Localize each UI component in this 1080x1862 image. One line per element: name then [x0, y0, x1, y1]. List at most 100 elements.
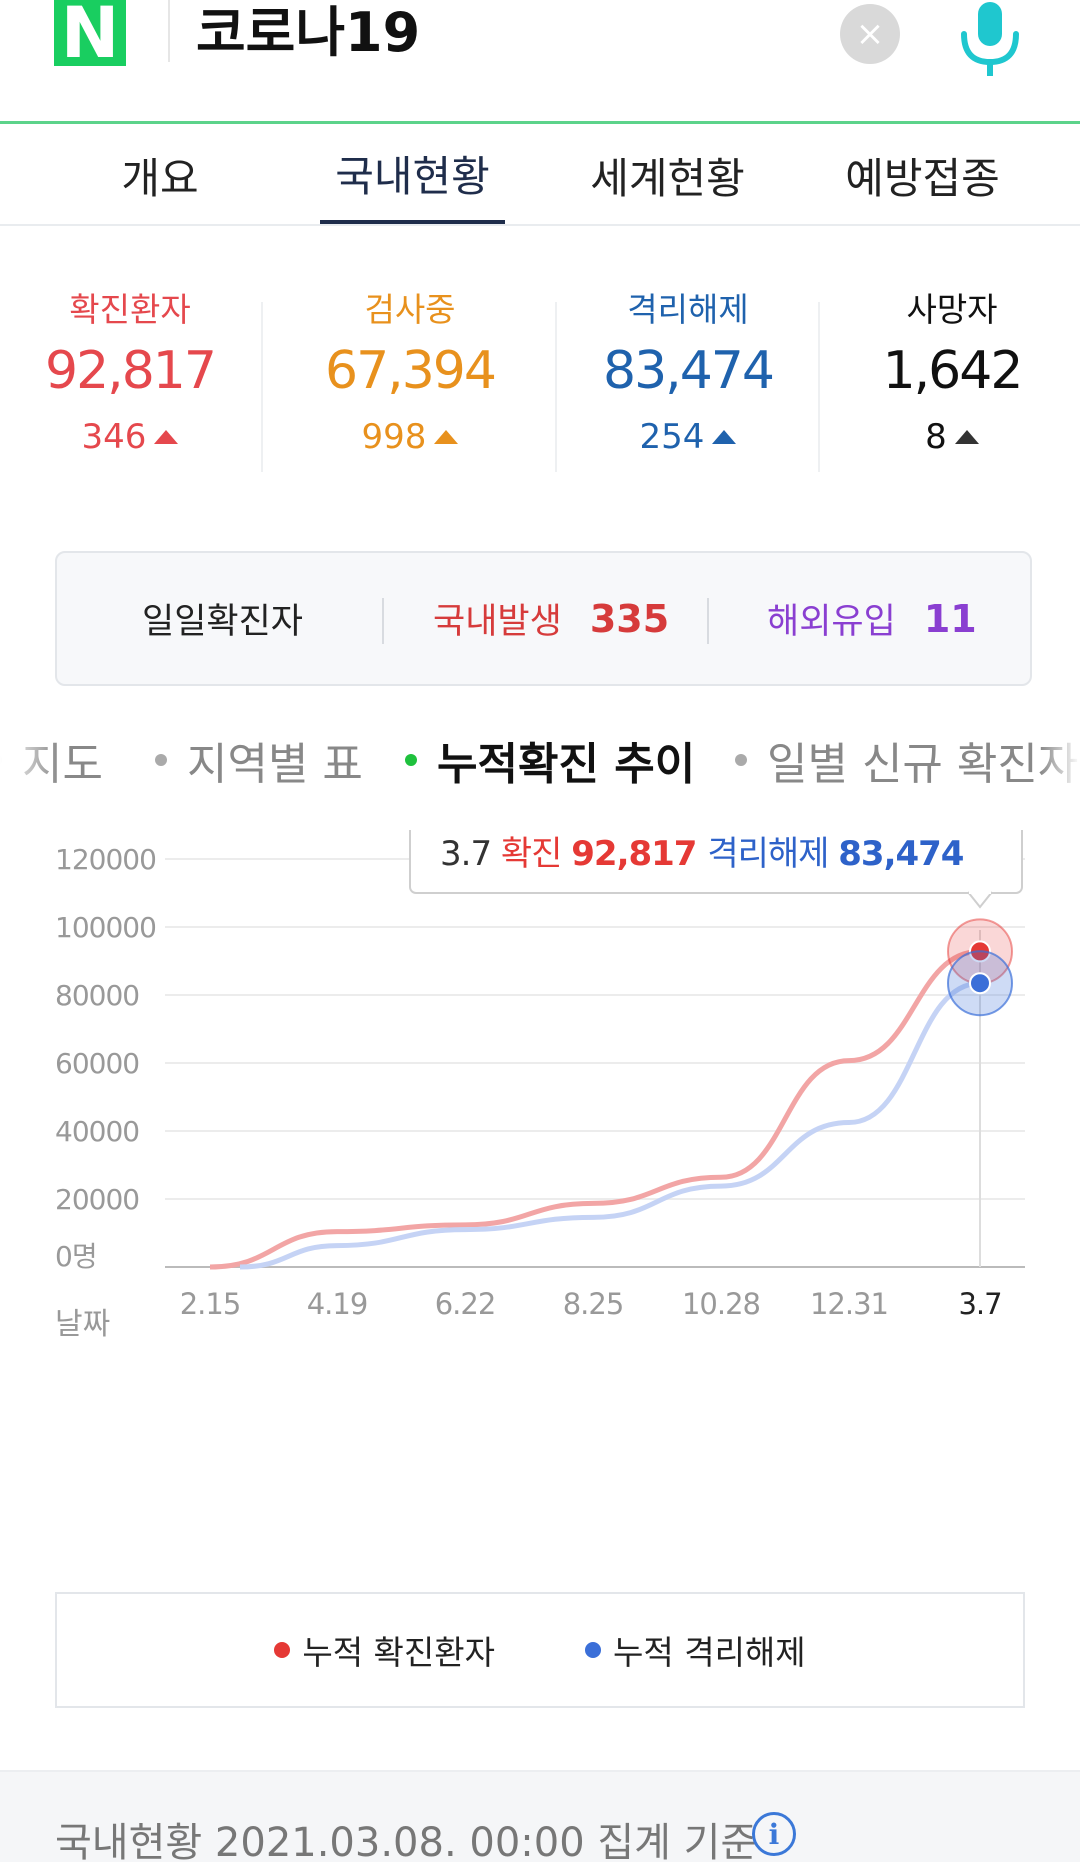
stat-value: 83,474 — [603, 341, 775, 401]
legend-confirmed[interactable]: 누적 확진환자 — [274, 1626, 495, 1674]
tooltip-confirmed-label: 확진 — [501, 834, 571, 874]
delta-value: 8 — [925, 417, 947, 457]
y-tick-label: 0명 — [55, 1240, 97, 1273]
y-tick-label: 40000 — [55, 1115, 139, 1148]
stat-label: 격리해제 — [627, 290, 749, 329]
y-tick-label: 100000 — [55, 911, 156, 944]
daily-domestic: 국내발생 335 — [433, 553, 669, 684]
main-tabs: 개요 국내현황 세계현황 예방접종 — [0, 127, 1080, 226]
stat-value: 1,642 — [882, 341, 1024, 401]
daily-overseas: 해외유입 11 — [767, 553, 977, 684]
tab-label: 국내현황 — [335, 152, 490, 201]
stat-value: 92,817 — [45, 341, 217, 401]
tooltip-box — [409, 830, 1023, 894]
y-tick-label: 80000 — [55, 979, 139, 1012]
tooltip-text: 3.7 확진 92,817 격리해제 83,474 — [440, 834, 964, 874]
naver-logo[interactable]: N — [54, 0, 126, 74]
up-arrow-icon — [154, 430, 179, 444]
domestic-label: 국내발생 — [433, 602, 562, 642]
footer: 국내현황 2021.03.08. 00:00 집계 기준 i — [0, 1770, 1080, 1862]
confirmed-series-line — [209, 948, 981, 1270]
y-tick-label: 20000 — [55, 1183, 139, 1216]
x-tick-label: 3.7 — [958, 1287, 1001, 1321]
chart-legend: 누적 확진환자 누적 격리해제 — [55, 1592, 1025, 1708]
stat-delta: 346 — [82, 412, 179, 462]
tab-world[interactable]: 세계현황 — [575, 127, 760, 224]
stats-summary: 확진환자 92,817 346 검사중 67,394 998 격리해제 83,4… — [0, 290, 1080, 480]
released-series-line — [239, 980, 981, 1270]
tooltip-pointer-mask — [969, 890, 991, 894]
daily-divider — [707, 598, 709, 644]
logo-letter: N — [60, 0, 120, 74]
stat-value: 67,394 — [325, 341, 497, 401]
released-point — [969, 972, 991, 995]
tooltip-date: 3.7 — [440, 834, 501, 874]
red-dot-icon — [274, 1642, 291, 1658]
chart-tabs: 지도 지역별 표 누적확진 추이 일별 신규 확진자 — [0, 730, 1080, 800]
x-tick-label: 4.19 — [307, 1287, 368, 1321]
stat-released: 격리해제 83,474 254 — [598, 290, 778, 462]
tooltip-pointer — [967, 891, 993, 909]
x-tick-label: 2.15 — [180, 1287, 241, 1321]
stat-confirmed: 확진환자 92,817 346 — [40, 290, 220, 462]
tab-label: 세계현황 — [590, 154, 745, 203]
tab-vaccination[interactable]: 예방접종 — [830, 127, 1015, 224]
search-divider — [168, 0, 170, 62]
x-tick-label: 6.22 — [435, 1287, 496, 1321]
search-header: N 코로나19 × — [0, 0, 1080, 124]
blue-dot-icon — [585, 1642, 601, 1658]
stat-label: 사망자 — [906, 290, 998, 329]
y-tick-label: 60000 — [55, 1047, 139, 1080]
clear-button[interactable]: × — [840, 4, 900, 64]
up-arrow-icon — [954, 430, 979, 444]
tooltip-confirmed-value: 92,817 — [571, 834, 707, 874]
bullet-icon — [155, 754, 167, 766]
scroll-fade — [0, 730, 60, 800]
daily-divider — [382, 598, 384, 644]
stat-delta: 254 — [640, 412, 737, 462]
y-tick-label: 120000 — [55, 843, 156, 876]
x-tick-label: 10.28 — [682, 1287, 760, 1321]
tab-overview[interactable]: 개요 — [100, 127, 220, 224]
x-axis-label: 날짜 — [55, 1307, 110, 1342]
bullet-icon — [735, 754, 747, 766]
daily-confirmed-box: 일일확진자 국내발생 335 해외유입 11 — [55, 551, 1032, 686]
stat-divider — [818, 302, 820, 472]
x-tick-label: 12.31 — [810, 1287, 888, 1321]
stat-divider — [261, 302, 263, 472]
chart-tab-region-table[interactable]: 지역별 표 — [155, 730, 363, 790]
chart-tab-label: 지역별 표 — [187, 739, 363, 790]
up-arrow-icon — [434, 430, 459, 444]
legend-label: 누적 격리해제 — [613, 1633, 806, 1672]
delta-value: 998 — [361, 417, 427, 457]
aggregation-note: 국내현황 2021.03.08. 00:00 집계 기준 — [55, 1820, 758, 1862]
chart-tab-cumulative[interactable]: 누적확진 추이 — [405, 730, 695, 790]
chart-tab-label: 누적확진 추이 — [437, 739, 696, 790]
stat-delta: 998 — [362, 412, 459, 462]
delta-value: 346 — [81, 417, 147, 457]
up-arrow-icon — [712, 430, 737, 444]
legend-released[interactable]: 누적 격리해제 — [585, 1626, 806, 1674]
search-input[interactable]: 코로나19 — [196, 1, 421, 64]
tab-label: 개요 — [121, 154, 199, 203]
stat-divider — [555, 302, 557, 472]
close-icon: × — [855, 14, 885, 54]
stat-label: 확진환자 — [69, 290, 191, 329]
tooltip-released-value: 83,474 — [838, 834, 964, 874]
scroll-fade — [1040, 730, 1080, 800]
legend-label: 누적 확진환자 — [302, 1633, 495, 1672]
domestic-value: 335 — [589, 596, 670, 641]
stat-testing: 검사중 67,394 998 — [320, 290, 500, 462]
microphone-icon[interactable] — [952, 0, 1028, 80]
stat-delta: 8 — [925, 412, 979, 462]
x-tick-label: 8.25 — [563, 1287, 624, 1321]
info-icon[interactable]: i — [752, 1812, 796, 1856]
stat-deaths: 사망자 1,642 8 — [862, 290, 1042, 462]
tab-label: 예방접종 — [845, 154, 1000, 203]
overseas-label: 해외유입 — [767, 602, 896, 642]
tab-domestic[interactable]: 국내현황 — [320, 127, 505, 224]
chart-tab-daily-new[interactable]: 일별 신규 확진자 — [735, 730, 1078, 790]
stat-label: 검사중 — [364, 290, 456, 329]
bullet-icon — [405, 754, 417, 766]
